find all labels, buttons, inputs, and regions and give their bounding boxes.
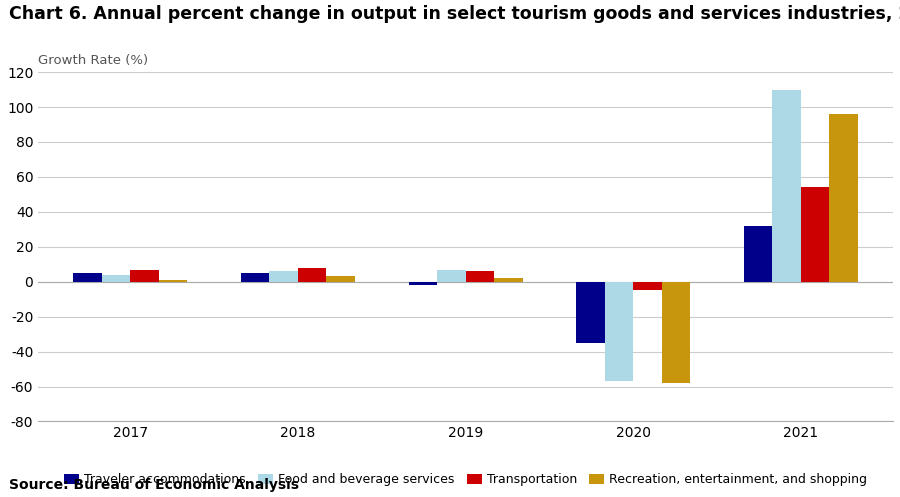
Bar <box>605 282 634 381</box>
Bar <box>159 280 187 282</box>
Text: Chart 6. Annual percent change in output in select tourism goods and services in: Chart 6. Annual percent change in output… <box>9 5 900 23</box>
Bar <box>327 276 355 282</box>
Bar <box>801 187 830 282</box>
Bar <box>744 226 772 282</box>
Bar <box>576 282 605 343</box>
Bar <box>662 282 690 383</box>
Bar <box>437 269 465 282</box>
Bar <box>102 275 130 282</box>
Bar <box>74 273 102 282</box>
Bar <box>409 282 437 285</box>
Bar <box>269 271 298 282</box>
Bar <box>830 114 858 282</box>
Bar <box>298 268 327 282</box>
Legend: Traveler accommodations, Food and beverage services, Transportation, Recreation,: Traveler accommodations, Food and bevera… <box>64 473 868 486</box>
Bar <box>241 273 269 282</box>
Text: Growth Rate (%): Growth Rate (%) <box>38 54 148 67</box>
Text: Source: Bureau of Economic Analysis: Source: Bureau of Economic Analysis <box>9 478 299 492</box>
Bar <box>130 269 159 282</box>
Bar <box>494 278 523 282</box>
Bar <box>465 271 494 282</box>
Bar <box>634 282 661 290</box>
Bar <box>772 89 801 282</box>
